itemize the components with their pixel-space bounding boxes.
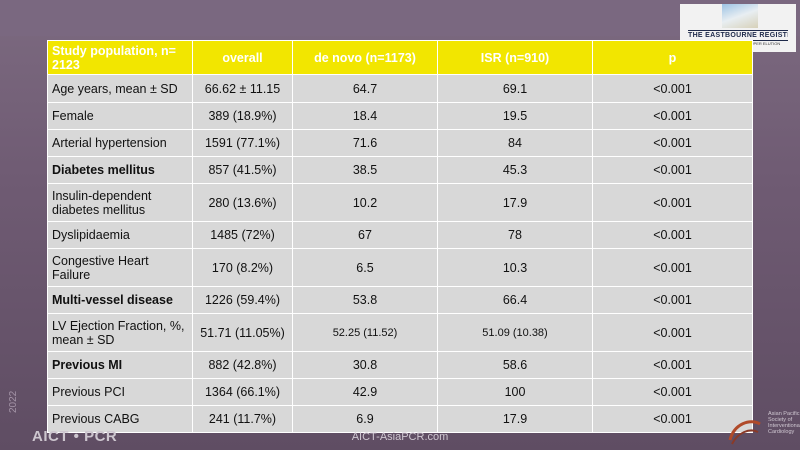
header-study-population: Study population, n= 2123 <box>47 40 193 75</box>
cell-de-novo: 52.25 (11.52) <box>292 313 438 352</box>
row-label: Age years, mean ± SD <box>47 74 193 103</box>
table-header-row: Study population, n= 2123 overall de nov… <box>47 40 753 75</box>
cell-de-novo: 10.2 <box>292 183 438 222</box>
cell-isr: 19.5 <box>437 102 593 130</box>
table-row: Diabetes mellitus 857 (41.5%) 38.5 45.3 … <box>47 156 753 184</box>
cell-de-novo: 67 <box>292 221 438 249</box>
row-label: Previous CABG <box>47 405 193 433</box>
cell-overall: 51.71 (11.05%) <box>192 313 293 352</box>
logo-photo <box>722 4 758 28</box>
header-overall: overall <box>192 40 293 75</box>
cell-p: <0.001 <box>592 405 753 433</box>
footer-society: Asian Pacific Society of Interventional … <box>768 411 800 435</box>
row-label: LV Ejection Fraction, %, mean ± SD <box>47 313 193 352</box>
cell-overall: 389 (18.9%) <box>192 102 293 130</box>
cell-p: <0.001 <box>592 74 753 103</box>
cell-isr: 10.3 <box>437 248 593 287</box>
row-label: Dyslipidaemia <box>47 221 193 249</box>
cell-isr: 58.6 <box>437 351 593 379</box>
cell-isr: 17.9 <box>437 405 593 433</box>
cell-p: <0.001 <box>592 351 753 379</box>
cell-overall: 1485 (72%) <box>192 221 293 249</box>
cell-p: <0.001 <box>592 102 753 130</box>
cell-p: <0.001 <box>592 313 753 352</box>
cell-p: <0.001 <box>592 129 753 157</box>
footer-brand: AICT • PCR <box>32 428 118 445</box>
footer-year: 2022 <box>8 390 19 413</box>
cell-de-novo: 18.4 <box>292 102 438 130</box>
logo-subtitle: SUPER ELUTION <box>748 41 781 46</box>
cell-de-novo: 64.7 <box>292 74 438 103</box>
header-p: p <box>592 40 753 75</box>
cell-overall: 857 (41.5%) <box>192 156 293 184</box>
cell-overall: 241 (11.7%) <box>192 405 293 433</box>
table-row: Congestive Heart Failure 170 (8.2%) 6.5 … <box>47 248 753 287</box>
row-label: Female <box>47 102 193 130</box>
cell-p: <0.001 <box>592 183 753 222</box>
cell-overall: 280 (13.6%) <box>192 183 293 222</box>
row-label: Congestive Heart Failure <box>47 248 193 287</box>
table-row: Previous CABG 241 (11.7%) 6.9 17.9 <0.00… <box>47 405 753 433</box>
cell-overall: 1364 (66.1%) <box>192 378 293 406</box>
table-row: Dyslipidaemia 1485 (72%) 67 78 <0.001 <box>47 221 753 249</box>
table-row: Previous MI 882 (42.8%) 30.8 58.6 <0.001 <box>47 351 753 379</box>
cell-p: <0.001 <box>592 156 753 184</box>
table-row: Multi-vessel disease 1226 (59.4%) 53.8 6… <box>47 286 753 314</box>
top-band <box>0 0 800 36</box>
row-label: Diabetes mellitus <box>47 156 193 184</box>
cell-de-novo: 6.5 <box>292 248 438 287</box>
row-label: Insulin-dependent diabetes mellitus <box>47 183 193 222</box>
row-label: Previous MI <box>47 351 193 379</box>
table-row: Arterial hypertension 1591 (77.1%) 71.6 … <box>47 129 753 157</box>
cell-overall: 882 (42.8%) <box>192 351 293 379</box>
cell-p: <0.001 <box>592 286 753 314</box>
header-isr: ISR (n=910) <box>437 40 593 75</box>
cell-de-novo: 6.9 <box>292 405 438 433</box>
cell-isr: 17.9 <box>437 183 593 222</box>
cell-p: <0.001 <box>592 378 753 406</box>
row-label: Arterial hypertension <box>47 129 193 157</box>
table-row: LV Ejection Fraction, %, mean ± SD 51.71… <box>47 313 753 352</box>
cell-de-novo: 42.9 <box>292 378 438 406</box>
cell-de-novo: 30.8 <box>292 351 438 379</box>
cell-isr: 69.1 <box>437 74 593 103</box>
cell-p: <0.001 <box>592 248 753 287</box>
study-population-table: Study population, n= 2123 overall de nov… <box>47 40 753 433</box>
cell-isr: 66.4 <box>437 286 593 314</box>
cell-de-novo: 53.8 <box>292 286 438 314</box>
table-row: Insulin-dependent diabetes mellitus 280 … <box>47 183 753 222</box>
table-row: Age years, mean ± SD 66.62 ± 11.15 64.7 … <box>47 74 753 103</box>
cell-isr: 45.3 <box>437 156 593 184</box>
cell-de-novo: 71.6 <box>292 129 438 157</box>
cell-overall: 1226 (59.4%) <box>192 286 293 314</box>
footer-url[interactable]: AICT-AsiaPCR.com <box>351 431 449 443</box>
cell-overall: 170 (8.2%) <box>192 248 293 287</box>
society-logo-icon <box>728 420 761 445</box>
table-row: Female 389 (18.9%) 18.4 19.5 <0.001 <box>47 102 753 130</box>
row-label: Multi-vessel disease <box>47 286 193 314</box>
cell-isr: 84 <box>437 129 593 157</box>
cell-overall: 66.62 ± 11.15 <box>192 74 293 103</box>
cell-de-novo: 38.5 <box>292 156 438 184</box>
cell-p: <0.001 <box>592 221 753 249</box>
cell-isr: 51.09 (10.38) <box>437 313 593 352</box>
cell-overall: 1591 (77.1%) <box>192 129 293 157</box>
table-row: Previous PCI 1364 (66.1%) 42.9 100 <0.00… <box>47 378 753 406</box>
cell-isr: 100 <box>437 378 593 406</box>
cell-isr: 78 <box>437 221 593 249</box>
header-de-novo: de novo (n=1173) <box>292 40 438 75</box>
row-label: Previous PCI <box>47 378 193 406</box>
